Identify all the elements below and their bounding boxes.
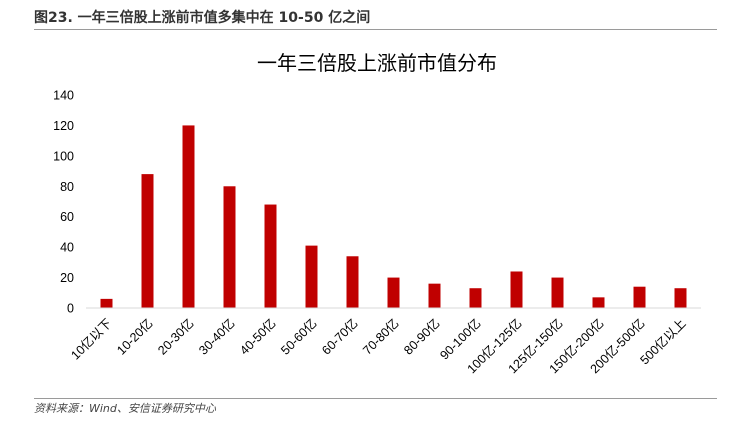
bar <box>305 245 318 308</box>
bar <box>264 204 277 308</box>
bottom-rule <box>34 398 717 399</box>
bar <box>428 283 441 308</box>
bar <box>223 186 236 308</box>
x-tick-label: 40-50亿 <box>237 316 279 358</box>
bar <box>469 288 482 308</box>
bar <box>674 288 687 308</box>
bar <box>141 174 154 308</box>
y-axis: 0 20 40 60 80 100 120 140 <box>53 89 74 316</box>
bar <box>592 297 605 308</box>
y-tick-label: 80 <box>60 180 74 194</box>
source-note: 资料来源：Wind、安信证券研究中心 <box>34 402 216 415</box>
x-tick-label: 60-70亿 <box>319 316 361 358</box>
y-tick-label: 0 <box>67 302 74 316</box>
y-tick-label: 40 <box>60 241 74 255</box>
y-tick-label: 20 <box>60 271 74 285</box>
bars <box>100 125 687 308</box>
bar <box>551 277 564 308</box>
y-tick-label: 140 <box>53 89 74 103</box>
x-tick-label: 10亿以下 <box>68 316 115 363</box>
bar <box>387 277 400 308</box>
x-tick-label: 20-30亿 <box>155 316 197 358</box>
y-tick-label: 60 <box>60 210 74 224</box>
y-tick-label: 120 <box>53 119 74 133</box>
x-axis: 10亿以下 10-20亿 20-30亿 30-40亿 40-50亿 50-60亿 60-70… <box>68 307 701 376</box>
x-tick-label: 10-20亿 <box>114 316 156 358</box>
bar <box>633 286 646 308</box>
bar <box>182 125 195 308</box>
chart-title: 一年三倍股上涨前市值分布 <box>257 51 497 75</box>
bar <box>510 271 523 308</box>
bar <box>346 256 359 308</box>
figure-caption: 图23. 一年三倍股上涨前市值多集中在 10-50 亿之间 <box>34 10 371 26</box>
top-rule <box>34 29 717 30</box>
bar <box>100 298 113 308</box>
x-tick-label: 30-40亿 <box>196 316 238 358</box>
x-tick-label: 50-60亿 <box>278 316 320 358</box>
x-tick-label: 80-90亿 <box>401 316 443 358</box>
y-tick-label: 100 <box>53 149 74 163</box>
x-tick-label: 70-80亿 <box>360 316 402 358</box>
